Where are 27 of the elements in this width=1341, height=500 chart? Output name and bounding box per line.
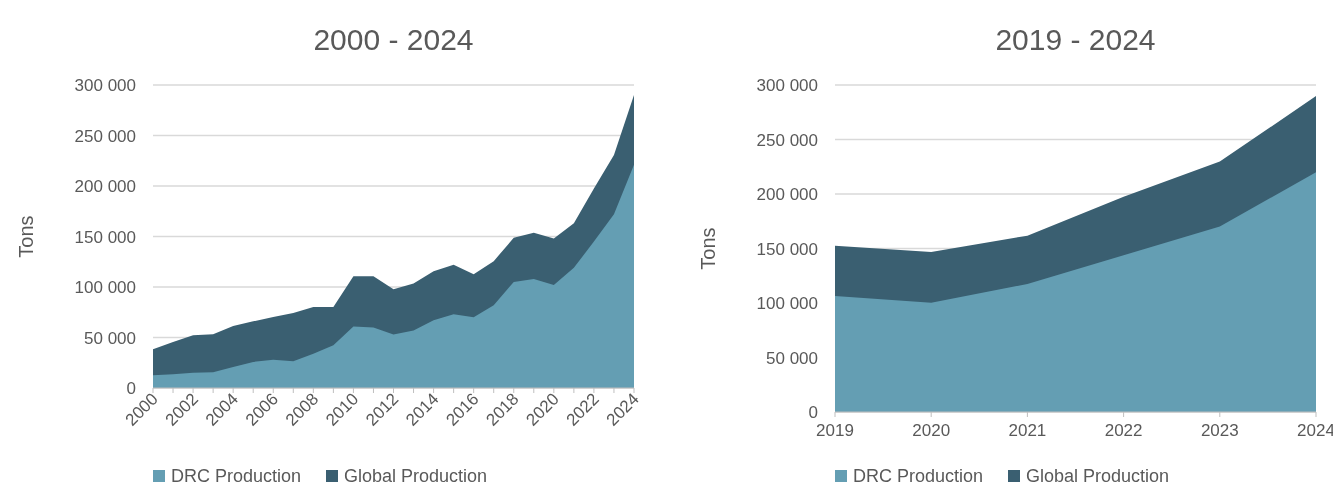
x-tick-label: 2021 [1008, 421, 1047, 440]
x-tick-label: 2019 [816, 421, 854, 440]
y-tick-label: 50 000 [84, 328, 136, 348]
y-tick-label: 200 000 [74, 177, 136, 196]
y-axis-title: Tons [15, 215, 37, 258]
y-tick-label: 250 000 [74, 126, 136, 146]
chart-title: 2000 - 2024 [313, 23, 474, 56]
y-tick-label: 100 000 [756, 294, 818, 313]
y-tick-label: 0 [126, 379, 136, 398]
legend-label: Global Production [1026, 466, 1170, 486]
y-tick-label: 300 000 [756, 76, 818, 95]
legend-label: Global Production [344, 466, 488, 486]
x-tick-label: 2023 [1200, 421, 1239, 440]
y-tick-label: 300 000 [74, 76, 136, 95]
y-tick-label: 0 [808, 403, 818, 422]
y-tick-label: 150 000 [74, 227, 136, 247]
x-tick-label: 2022 [1104, 421, 1143, 440]
y-tick-label: 250 000 [756, 130, 818, 150]
legend-label: DRC Production [171, 466, 302, 486]
y-tick-label: 200 000 [756, 185, 818, 204]
x-tick-label: 2020 [912, 421, 951, 440]
y-tick-label: 50 000 [766, 348, 818, 368]
chart-title: 2019 - 2024 [995, 23, 1156, 56]
legend-label: DRC Production [853, 466, 984, 486]
y-tick-label: 150 000 [756, 239, 818, 259]
y-axis-title: Tons [697, 227, 719, 270]
y-tick-label: 100 000 [74, 278, 136, 297]
